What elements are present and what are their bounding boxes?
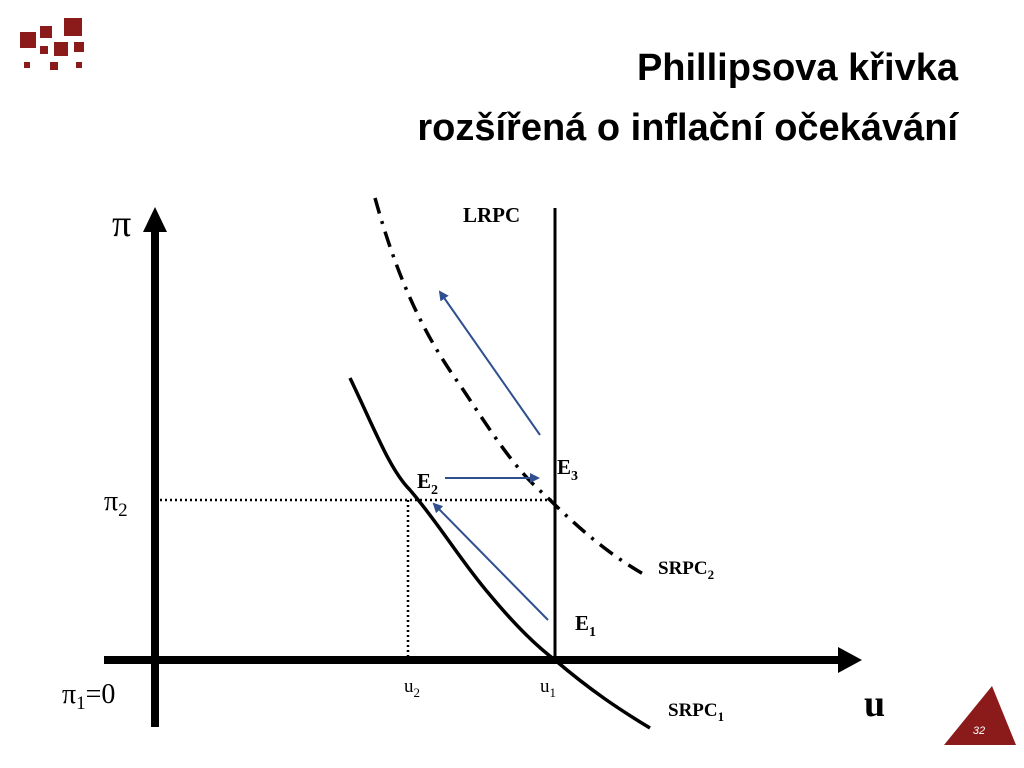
label-sub: 2: [431, 483, 438, 498]
label-base: E: [557, 455, 571, 479]
point-label: E3: [557, 455, 578, 484]
title-line: rozšířená o inflační očekávání: [417, 107, 959, 149]
label-sub: 1: [76, 693, 86, 714]
label-sub: 3: [571, 469, 578, 484]
label-base: π: [104, 486, 118, 517]
title-line: Phillipsova křivka: [637, 47, 959, 89]
tick-label: π2: [104, 486, 128, 521]
x-axis-label: u: [864, 683, 885, 725]
label-rest: =0: [86, 679, 116, 710]
label-base: E: [417, 469, 431, 493]
label-sub: 2: [118, 500, 128, 521]
label-base: SRPC: [658, 558, 708, 579]
label-base: π: [62, 679, 76, 710]
shift-arrow: [438, 290, 541, 436]
label-base: u: [540, 676, 550, 697]
logo: [20, 18, 84, 70]
shift-arrow: [432, 502, 549, 621]
label-base: E: [575, 611, 589, 635]
lrpc-label: LRPC: [463, 203, 520, 227]
point-label: E2: [417, 469, 438, 498]
x-axis-arrow: [838, 647, 862, 673]
label-sub: 1: [550, 685, 557, 700]
tick-label: u2: [404, 676, 420, 700]
label-sub: 1: [718, 709, 725, 724]
tick-label: u1: [540, 676, 556, 700]
tick-label: π1=0: [62, 679, 115, 714]
y-axis-label: π: [112, 203, 131, 245]
srpc1-curve: [348, 377, 651, 730]
label-sub: 2: [414, 685, 421, 700]
curve-label: SRPC2: [658, 558, 714, 582]
label-sub: 2: [708, 567, 715, 582]
curve-label: SRPC1: [668, 700, 724, 724]
label-sub: 1: [589, 625, 596, 640]
page-number: 32: [973, 725, 985, 737]
srpc2-curve: [373, 197, 646, 577]
label-base: SRPC: [668, 700, 718, 721]
label-base: u: [404, 676, 414, 697]
y-axis-arrow: [143, 207, 167, 232]
point-label: E1: [575, 611, 596, 640]
page-badge: [944, 686, 1016, 745]
